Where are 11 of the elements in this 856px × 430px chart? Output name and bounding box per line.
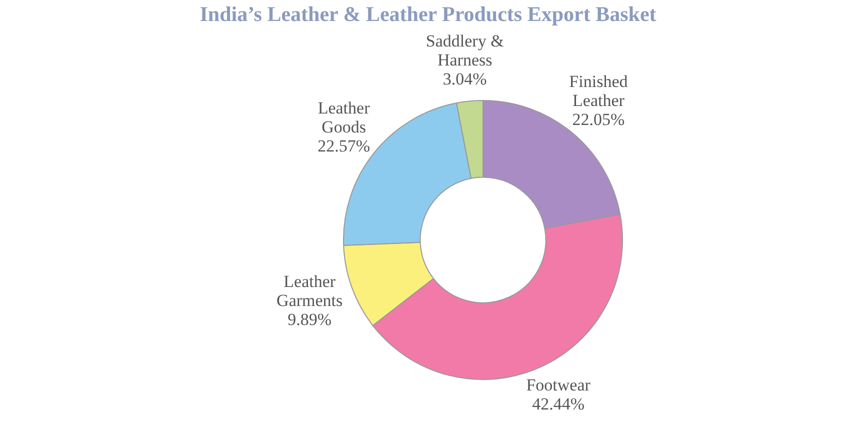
slice-label: Saddlery & Harness [426,31,504,70]
slice-label: Leather Garments [276,272,343,310]
data-label: 42.44% [532,394,585,414]
slice-label: Footwear [526,375,591,394]
data-label: 22.57% [318,136,370,156]
data-label: 22.05% [572,110,625,129]
slice-label: Finished Leather [569,72,628,110]
slice-label: Leather Goods [318,98,370,137]
data-label: 3.04% [442,69,487,88]
data-label: 9.89% [288,310,332,330]
chart-title: India’s Leather & Leather Products Export Basket [198,2,658,27]
